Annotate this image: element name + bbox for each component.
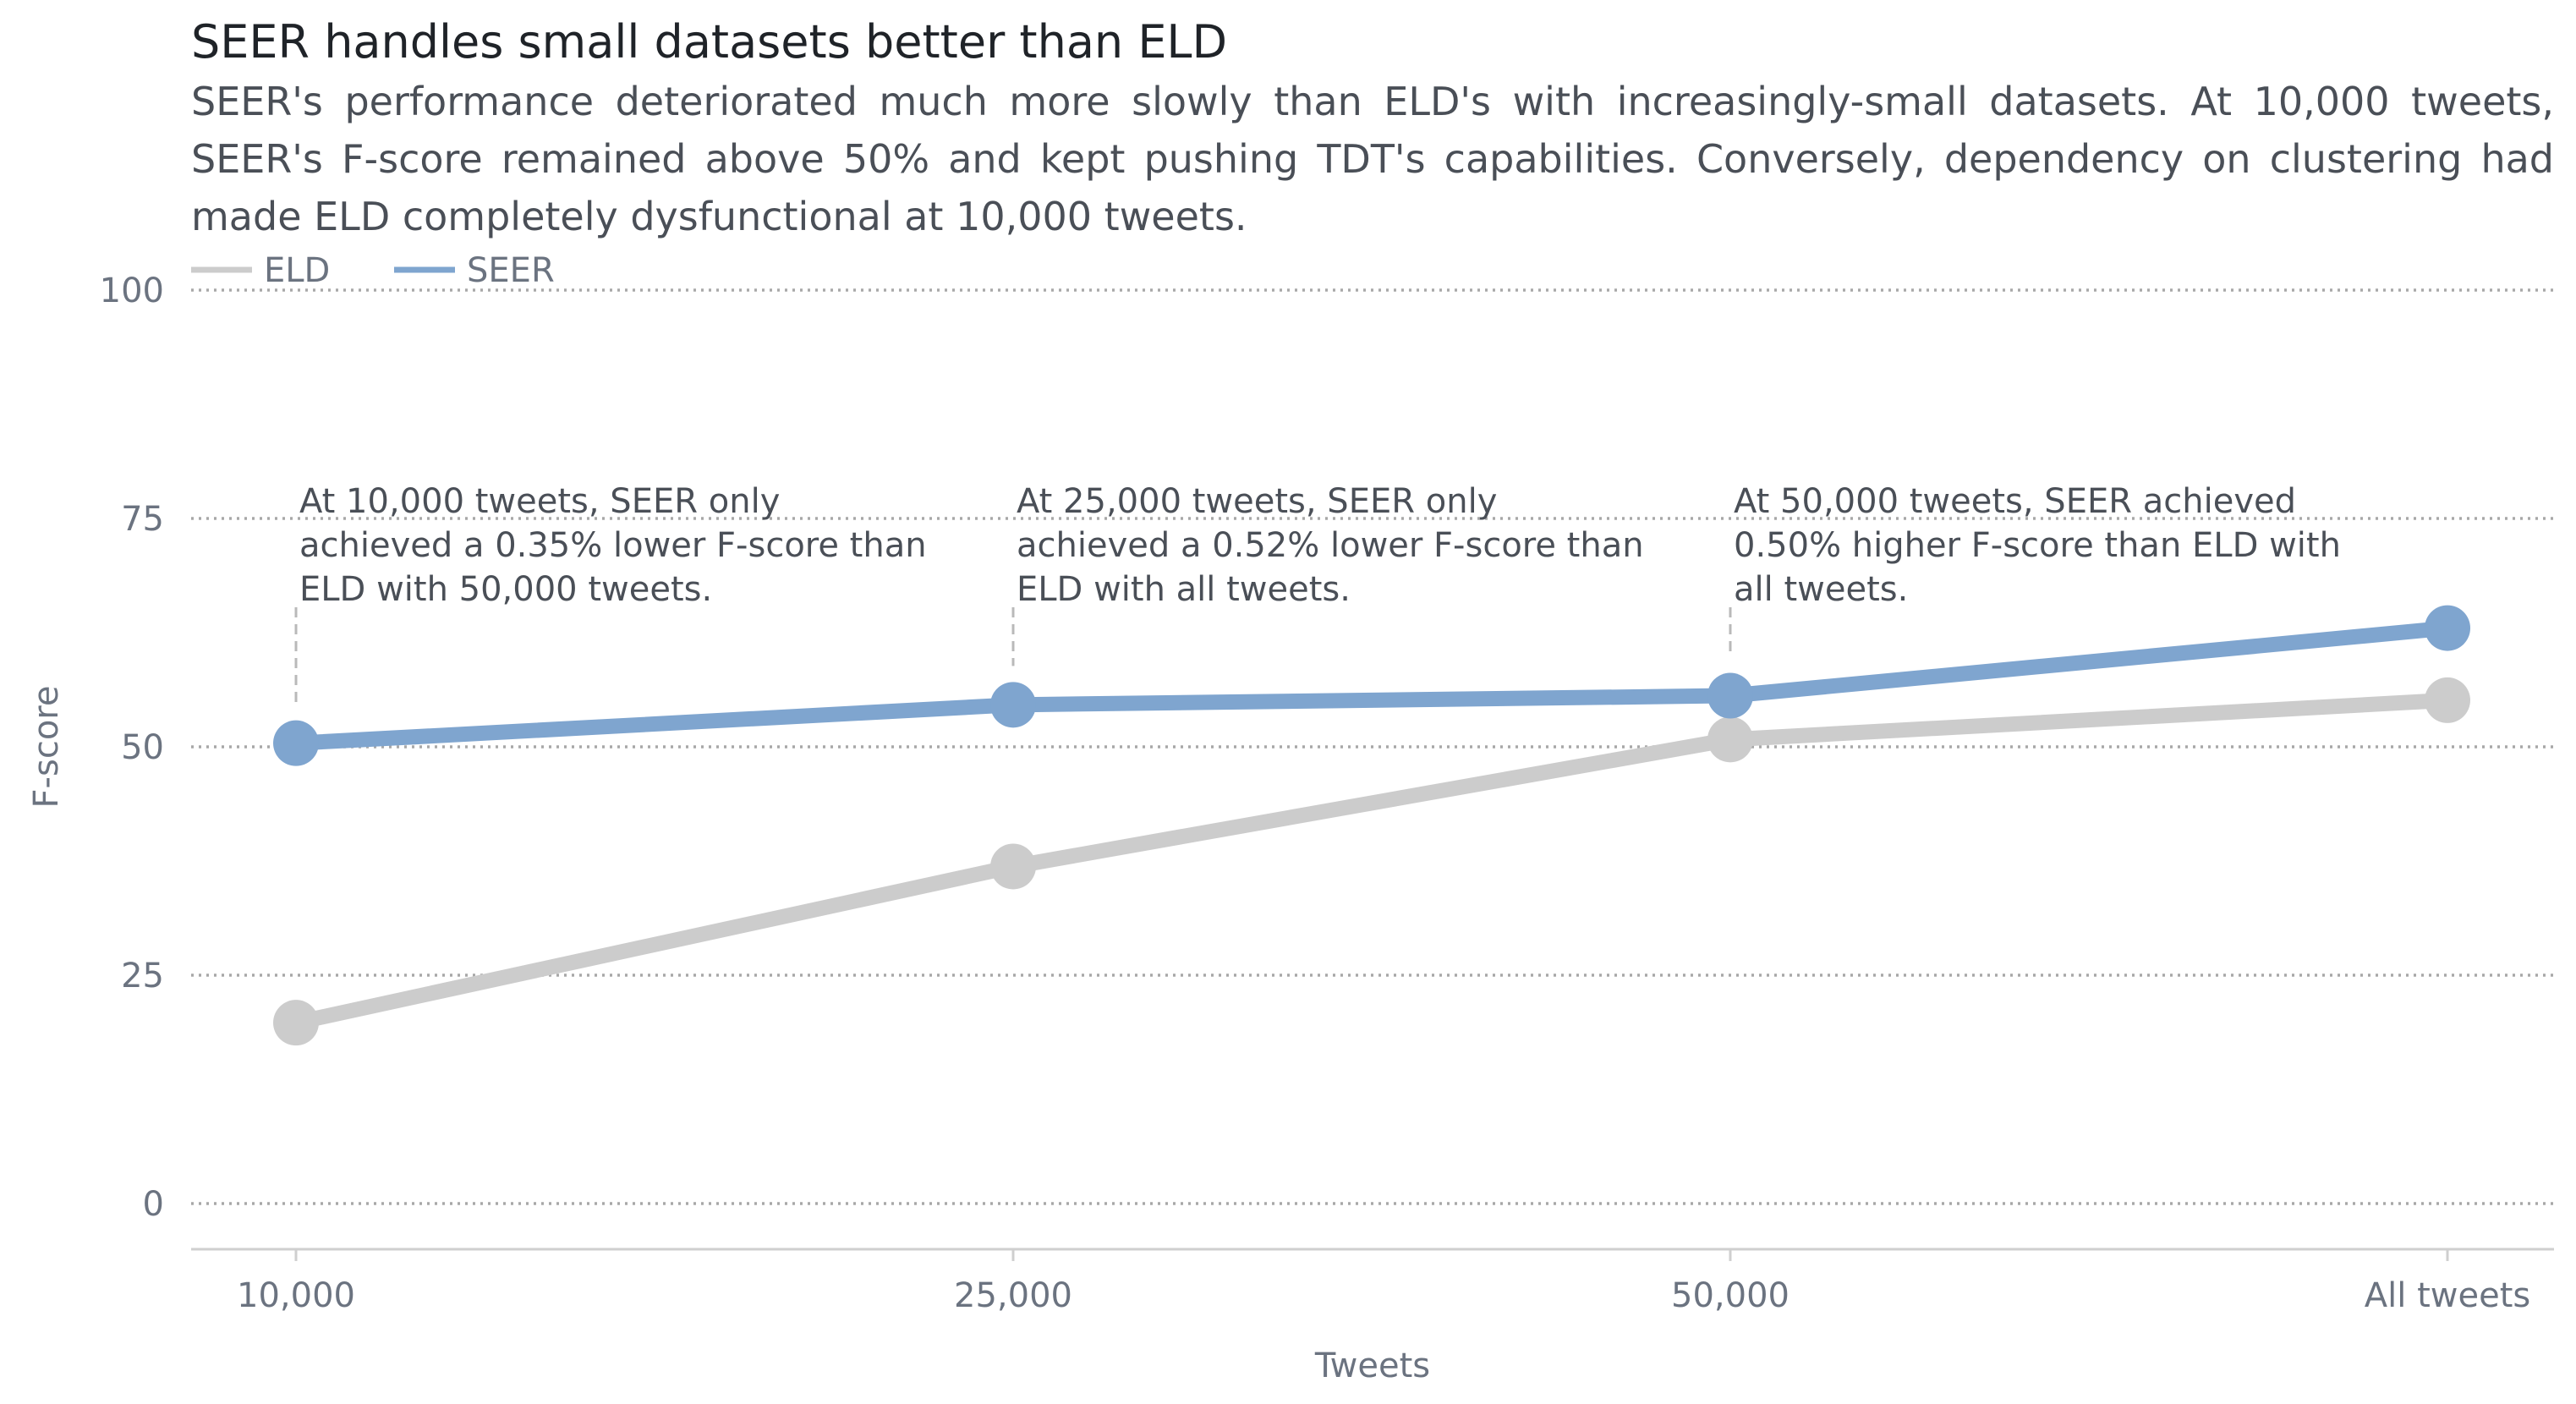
chart-title: SEER handles small datasets better than … [191,15,1228,69]
y-tick-label: 75 [121,500,164,539]
annotation-text: At 50,000 tweets, SEER achieved [1734,482,2296,521]
annotation-text: all tweets. [1734,570,1908,609]
data-point-eld [2425,677,2470,723]
data-point-seer [273,720,319,766]
y-tick-label: 100 [100,271,164,310]
annotation-text: achieved a 0.52% lower F-score than [1017,526,1644,565]
x-tick-label: 10,000 [237,1276,355,1315]
annotation-text: 0.50% higher F-score than ELD with [1734,526,2341,565]
y-axis-label: F-score [27,686,66,809]
y-tick-label: 50 [121,728,164,767]
series-line-eld [288,692,2455,1031]
y-tick-label: 25 [121,957,164,995]
annotation-text: ELD with 50,000 tweets. [299,570,712,609]
data-point-seer [2425,605,2470,651]
x-axis-label: Tweets [1314,1346,1430,1385]
legend-label: ELD [264,251,330,290]
data-point-seer [990,682,1036,728]
data-point-eld [990,843,1036,890]
data-point-seer [1707,672,1753,719]
series-line-seer [288,620,2455,751]
annotation-text: ELD with all tweets. [1017,570,1351,609]
chart-subtitle: SEER's performance deteriorated much mor… [191,79,2554,239]
y-tick-label: 0 [143,1185,164,1224]
data-point-eld [273,1000,319,1046]
annotation-text: At 25,000 tweets, SEER only [1017,482,1497,521]
annotation-text: At 10,000 tweets, SEER only [299,482,780,521]
x-tick-label: 50,000 [1671,1276,1789,1315]
x-tick-label: All tweets [2365,1276,2530,1315]
x-tick-label: 25,000 [954,1276,1072,1315]
annotation-text: achieved a 0.35% lower F-score than [299,526,927,565]
data-point-eld [1707,716,1753,763]
legend-label: SEER [467,251,555,290]
